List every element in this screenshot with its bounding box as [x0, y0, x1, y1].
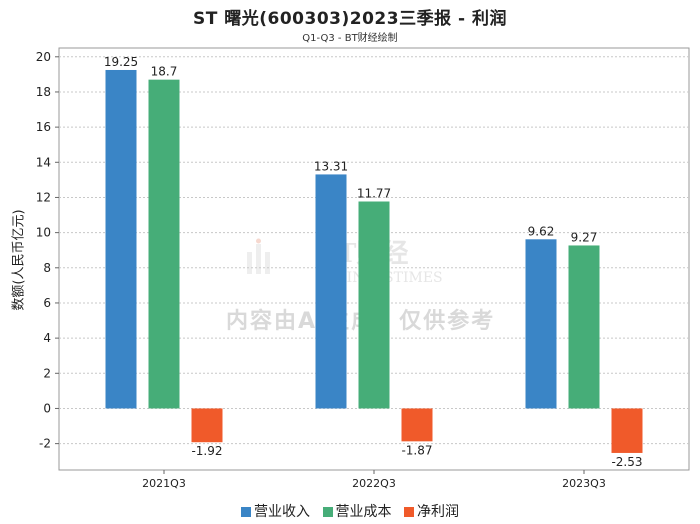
- legend-item-cost[interactable]: 营业成本: [322, 501, 392, 521]
- chart-title: ST 曙光(600303)2023三季报 - 利润: [193, 9, 507, 29]
- legend-item-net-profit[interactable]: 净利润: [403, 501, 459, 521]
- bar: [148, 79, 180, 409]
- data-label: 9.27: [571, 230, 598, 244]
- data-label: 9.62: [528, 224, 555, 238]
- y-tick-label: 20: [36, 50, 51, 64]
- x-tick-label: 2023Q3: [562, 477, 606, 490]
- bar: [525, 239, 557, 409]
- legend-label: 营业收入: [254, 504, 311, 520]
- bar: [568, 245, 600, 409]
- data-label: -1.87: [401, 443, 432, 457]
- y-tick-label: 0: [43, 401, 51, 415]
- bar: [358, 201, 390, 409]
- legend: 营业收入 营业成本 净利润: [0, 501, 700, 521]
- data-label: 11.77: [357, 187, 391, 201]
- legend-swatch: [403, 507, 414, 517]
- y-tick-label: 10: [36, 226, 51, 240]
- data-label: -2.53: [611, 455, 642, 469]
- chart-subtitle: Q1-Q3 - BT财经绘制: [302, 33, 398, 44]
- y-tick-label: 6: [43, 296, 51, 310]
- bar: [611, 408, 643, 453]
- bar: [191, 408, 223, 443]
- y-tick-label: 12: [36, 190, 51, 204]
- bar: [315, 174, 347, 409]
- y-tick-label: 8: [43, 261, 51, 275]
- data-label: 18.7: [151, 65, 178, 79]
- legend-label: 净利润: [416, 504, 459, 520]
- y-tick-label: 4: [43, 331, 51, 345]
- y-tick-label: 14: [36, 155, 51, 169]
- x-tick-label: 2022Q3: [352, 477, 396, 490]
- data-label: 19.25: [104, 55, 138, 69]
- y-tick-label: 18: [36, 85, 51, 99]
- x-tick-label: 2021Q3: [142, 477, 186, 490]
- legend-swatch: [322, 507, 333, 517]
- data-label: 13.31: [314, 159, 348, 173]
- bar: [401, 408, 433, 442]
- legend-swatch: [241, 507, 252, 517]
- legend-item-revenue[interactable]: 营业收入: [241, 501, 310, 521]
- y-tick-label: -2: [39, 437, 51, 451]
- y-tick-label: 2: [43, 366, 51, 380]
- legend-label: 营业成本: [335, 504, 392, 520]
- bar: [105, 69, 137, 409]
- y-tick-label: 16: [36, 120, 51, 134]
- data-label: -1.92: [191, 444, 222, 458]
